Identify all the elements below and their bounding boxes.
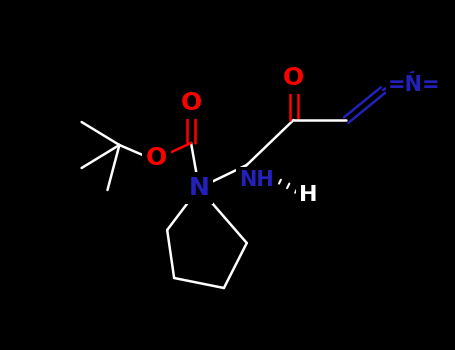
Text: NH: NH bbox=[239, 170, 274, 190]
Text: O: O bbox=[146, 146, 167, 170]
Text: H: H bbox=[299, 185, 318, 205]
Text: N: N bbox=[188, 176, 209, 200]
Text: O: O bbox=[283, 66, 304, 90]
Text: O: O bbox=[181, 91, 202, 115]
Text: =N=: =N= bbox=[388, 75, 441, 95]
